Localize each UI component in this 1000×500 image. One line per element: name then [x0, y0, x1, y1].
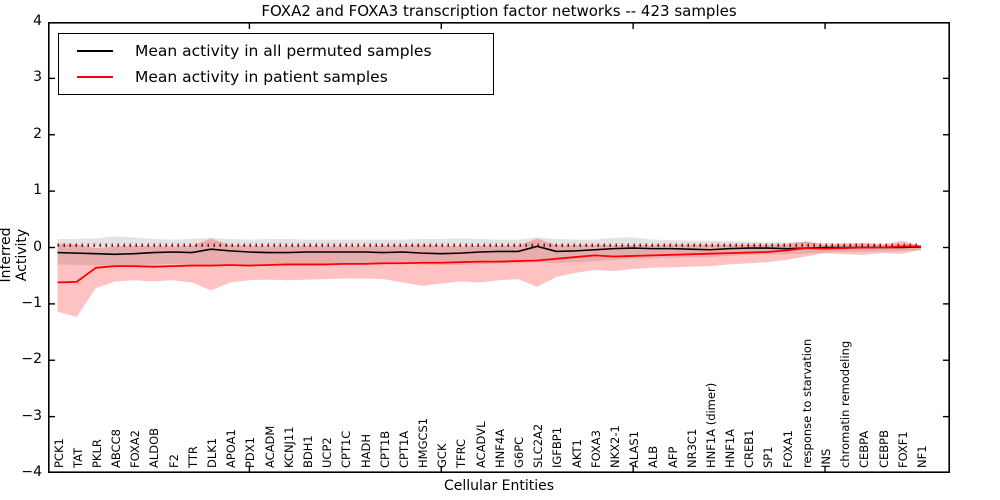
x-tick-label: CPT1C: [339, 430, 354, 468]
legend-label: Mean activity in patient samples: [135, 68, 388, 86]
x-tick-label: SLC2A2: [531, 423, 546, 468]
x-tick-label: INS: [819, 448, 834, 468]
chart-title: FOXA2 and FOXA3 transcription factor net…: [261, 2, 737, 20]
y-tick-label: 4: [33, 13, 42, 29]
x-tick-label: APOA1: [224, 429, 239, 468]
x-tick-label: HNF4A: [492, 428, 507, 468]
legend-item: Mean activity in patient samples: [77, 68, 493, 86]
x-tick-label: FOXF1: [895, 431, 910, 468]
x-tick-label: CPT1A: [396, 430, 411, 468]
mean-line: [57, 245, 922, 256]
x-tick-label: ACADM: [262, 425, 277, 468]
x-tick-label: PKLR: [89, 439, 104, 468]
y-axis-label: Inferred Activity: [0, 227, 30, 283]
x-tick-label: HNF1A (dimer): [703, 382, 718, 468]
x-tick-label: KCNJ11: [281, 426, 296, 468]
confidence-band: [57, 238, 921, 317]
x-tick-label: AFP: [665, 446, 680, 468]
x-tick-label: NKX2-1: [607, 425, 622, 468]
x-tick-label: ALB: [646, 445, 661, 468]
x-tick-label: PCK1: [51, 438, 66, 468]
x-tick-label: NF1: [915, 445, 929, 468]
x-tick-label: GCK: [435, 443, 450, 468]
x-tick-label: SP1: [761, 446, 776, 468]
x-tick-label: response to starvation: [799, 338, 814, 468]
plot-area: [48, 22, 950, 473]
y-tick-label: −4: [21, 464, 42, 480]
x-tick-label: NR3C1: [684, 428, 699, 468]
y-tick-label: 1: [33, 182, 42, 199]
x-tick-label: DLK1: [205, 437, 219, 468]
x-tick-label: FOXA3: [588, 430, 603, 468]
legend-line-swatch-patient: [77, 76, 113, 78]
y-tick-label: −1: [21, 294, 42, 311]
x-tick-label: CPT1B: [377, 430, 392, 468]
x-tick-label: ABCC8: [109, 429, 124, 468]
x-tick-label: CEBPB: [876, 429, 891, 468]
y-tick-label: 2: [33, 125, 42, 142]
x-tick-label: TFRC: [454, 438, 469, 468]
legend-item: Mean activity in all permuted samples: [77, 42, 493, 60]
y-tick-label: 0: [33, 238, 42, 255]
x-tick-label: HADH: [358, 433, 373, 468]
mean-line: [57, 245, 921, 284]
x-tick-label: HNF1A: [723, 428, 738, 468]
legend-label: Mean activity in all permuted samples: [135, 42, 432, 60]
x-tick-label: FOXA2: [128, 430, 143, 468]
x-tick-label: AKT1: [569, 439, 584, 468]
x-tick-label: TTR: [185, 446, 200, 468]
legend: Mean activity in all permuted samples Me…: [58, 33, 494, 95]
x-tick-label: FOXA1: [780, 430, 795, 468]
x-tick-label: ALDOB: [147, 427, 162, 468]
x-axis-label: Cellular Entities: [443, 478, 555, 494]
x-tick-label: BDH1: [300, 435, 315, 468]
x-tick-label: IGFBP1: [550, 426, 565, 468]
x-tick-label: CREB1: [742, 429, 757, 469]
legend-line-swatch-permuted: [77, 50, 113, 52]
y-tick-label: −3: [21, 407, 42, 424]
x-tick-label: HMGCS1: [416, 417, 431, 468]
x-tick-label: CEBPA: [857, 430, 872, 468]
x-tick-label: ALAS1: [627, 430, 642, 468]
x-tick-label: chromatin remodeling: [838, 340, 853, 468]
x-tick-label: G6PC: [512, 436, 527, 468]
axes-spines: [48, 22, 950, 473]
x-tick-label: UCP2: [320, 437, 335, 468]
x-tick-label: F2: [166, 454, 181, 468]
y-tick-label: −2: [21, 351, 42, 368]
x-tick-label: ACADVL: [473, 421, 488, 469]
x-tick-label: TAT: [70, 447, 85, 468]
y-tick-label: 3: [33, 69, 42, 86]
x-tick-label: PDX1: [243, 437, 258, 468]
